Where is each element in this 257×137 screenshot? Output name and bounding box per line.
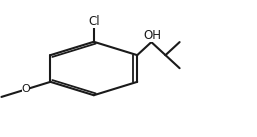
Text: O: O [22,84,30,94]
Text: OH: OH [144,29,162,42]
Text: Cl: Cl [88,15,100,28]
